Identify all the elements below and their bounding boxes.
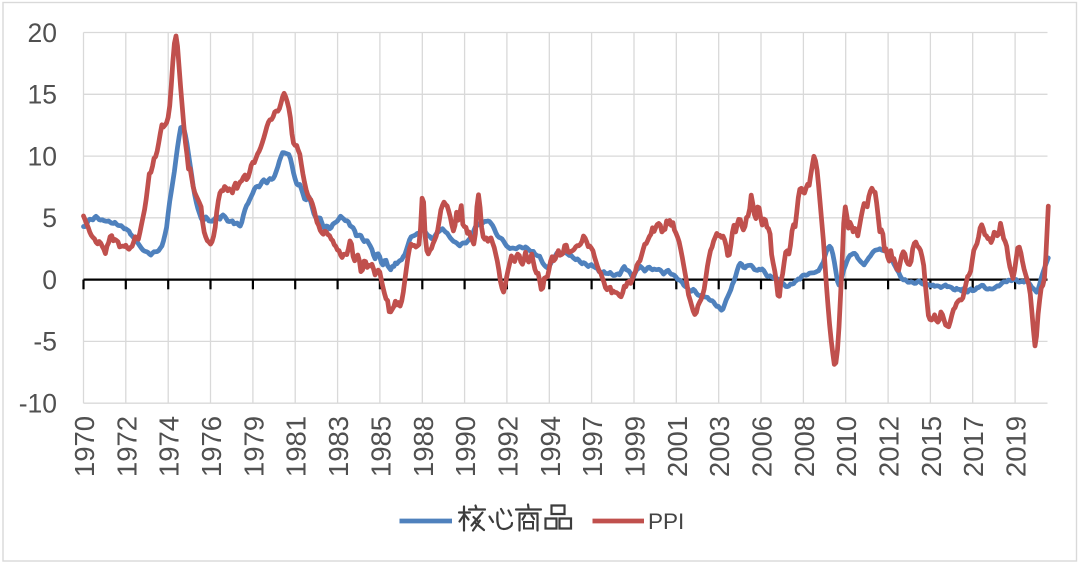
svg-text:1997: 1997 [577, 416, 608, 477]
svg-text:1994: 1994 [535, 416, 566, 477]
svg-text:1976: 1976 [196, 416, 227, 477]
svg-text:2017: 2017 [958, 416, 989, 477]
svg-text:20: 20 [28, 18, 57, 48]
svg-text:1988: 1988 [408, 416, 439, 477]
svg-text:1983: 1983 [323, 416, 354, 477]
svg-text:2012: 2012 [874, 416, 905, 477]
svg-text:15: 15 [28, 80, 57, 110]
svg-text:-5: -5 [33, 327, 57, 357]
svg-text:1972: 1972 [111, 416, 142, 477]
svg-text:1974: 1974 [154, 416, 185, 477]
svg-text:10: 10 [28, 141, 57, 171]
svg-text:1999: 1999 [620, 416, 651, 477]
svg-text:5: 5 [42, 203, 57, 233]
svg-text:1981: 1981 [281, 416, 312, 477]
svg-text:0: 0 [42, 265, 57, 295]
svg-text:2010: 2010 [831, 416, 862, 477]
svg-text:1970: 1970 [69, 416, 100, 477]
svg-text:2015: 2015 [916, 416, 947, 477]
svg-text:1992: 1992 [492, 416, 523, 477]
svg-text:1985: 1985 [365, 416, 396, 477]
svg-text:2006: 2006 [747, 416, 778, 477]
svg-text:2001: 2001 [662, 416, 693, 477]
svg-text:2008: 2008 [789, 416, 820, 477]
svg-text:-10: -10 [19, 389, 57, 419]
svg-text:PPI: PPI [648, 509, 684, 534]
svg-text:1979: 1979 [238, 416, 269, 477]
svg-text:1990: 1990 [450, 416, 481, 477]
svg-text:2003: 2003 [704, 416, 735, 477]
svg-text:2019: 2019 [1001, 416, 1032, 477]
